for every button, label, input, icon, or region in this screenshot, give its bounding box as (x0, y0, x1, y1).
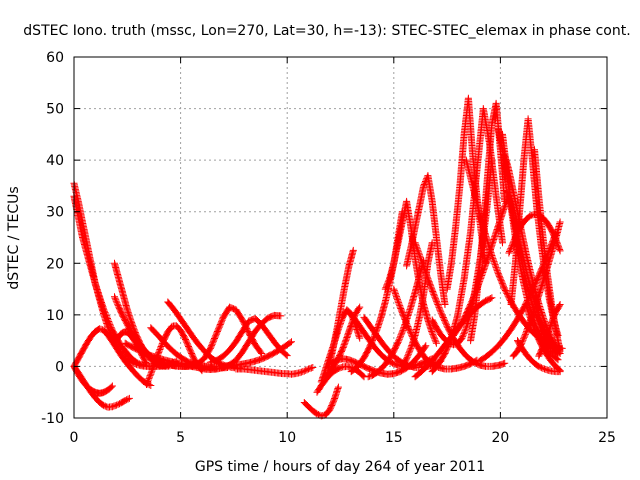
series-46-markers (531, 146, 564, 355)
series-47 (522, 301, 564, 375)
axis-ticks (73, 56, 608, 419)
series-15-markers (232, 364, 317, 378)
series-14 (206, 315, 291, 366)
series-11 (164, 298, 244, 372)
series-30 (411, 239, 509, 370)
series-29-markers (403, 172, 449, 308)
x-tick-label: 15 (385, 430, 403, 446)
y-axis-title: dSTEC / TECUs (6, 186, 22, 289)
x-tick-label: 20 (491, 430, 509, 446)
series-49-markers (535, 301, 564, 360)
x-axis-title: GPS time / hours of day 264 of year 2011 (195, 459, 485, 475)
series-3-markers (70, 362, 133, 411)
series-21-markers (324, 246, 357, 373)
series-47-markers (522, 301, 564, 375)
x-tick-label: 10 (278, 430, 296, 446)
x-tick-label: 25 (598, 430, 616, 446)
y-tick-label: 30 (46, 205, 64, 221)
y-tick-label: 20 (46, 256, 64, 272)
series-15 (232, 364, 317, 378)
x-tick-label: 0 (70, 430, 79, 446)
plot-frame (73, 56, 608, 419)
series-30-markers (411, 239, 509, 370)
series-29 (403, 172, 449, 308)
series-48-markers (514, 337, 564, 376)
series-16-markers (300, 383, 342, 420)
x-tick-labels: 0 5 10 15 20 25 (70, 430, 616, 446)
y-tick-label: 40 (46, 153, 64, 169)
series-11-markers (164, 298, 244, 372)
y-tick-labels: -10 0 10 20 30 40 50 60 (41, 50, 64, 427)
series-21 (324, 246, 357, 373)
series-16 (300, 383, 342, 420)
y-tick-label: 60 (46, 50, 64, 66)
series-48 (514, 337, 564, 376)
series-14-markers (206, 315, 291, 366)
y-tick-label: 50 (46, 102, 64, 118)
y-tick-label: -10 (41, 411, 64, 427)
y-tick-label: 10 (46, 308, 64, 324)
series-49 (535, 301, 564, 360)
series-3 (70, 362, 133, 411)
data-points (70, 94, 566, 420)
x-tick-label: 5 (176, 430, 185, 446)
chart-title: dSTEC Iono. truth (mssc, Lon=270, Lat=30… (23, 23, 630, 39)
y-tick-label: 0 (55, 359, 64, 375)
series-46 (531, 146, 564, 355)
